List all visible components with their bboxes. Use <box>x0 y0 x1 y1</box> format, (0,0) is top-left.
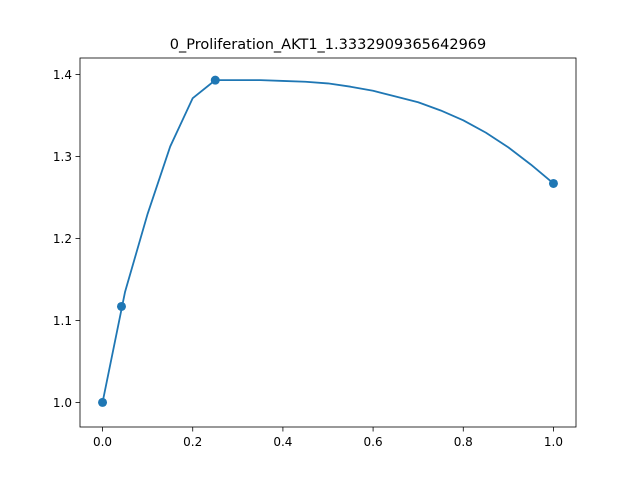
axes-frame <box>79 57 577 428</box>
data-point <box>98 397 108 407</box>
x-tick-label: 0.4 <box>273 435 292 449</box>
y-tick-label: 1.1 <box>53 314 72 328</box>
series-line <box>101 79 555 404</box>
x-tick-label: 1.0 <box>544 435 563 449</box>
data-point <box>210 75 220 85</box>
y-tick-label: 1.3 <box>53 150 72 164</box>
y-tick-label: 1.0 <box>53 396 72 410</box>
chart-title: 0_Proliferation_AKT1_1.3332909365642969 <box>170 37 487 53</box>
x-tick-label: 0.6 <box>364 435 383 449</box>
x-tick-label: 0.8 <box>454 435 473 449</box>
y-tick-label: 1.4 <box>53 68 72 82</box>
x-tick-label: 0.0 <box>93 435 112 449</box>
data-point <box>116 301 126 311</box>
plot-area: 0.0 0.2 0.4 0.6 0.8 1.0 1.0 1.1 1.2 1.3 1.4 <box>53 57 577 449</box>
y-tick-label: 1.2 <box>53 232 72 246</box>
x-tick-label: 0.2 <box>183 435 202 449</box>
data-point <box>548 178 558 188</box>
